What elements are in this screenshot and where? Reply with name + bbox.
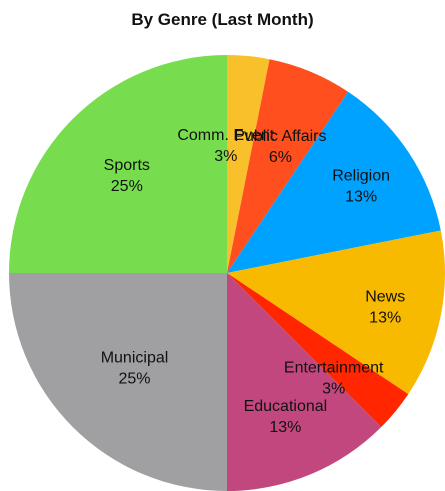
slice-percent-sports: 25% [111, 178, 143, 195]
slice-label-comm-event: Comm. Event [177, 127, 274, 144]
slice-percent-entertainment: 3% [322, 380, 345, 397]
pie-slice-public-affairs [227, 59, 349, 273]
chart-title: By Genre (Last Month) [131, 10, 314, 29]
pie-slice-municipal [9, 273, 227, 491]
slice-percent-educational: 13% [269, 419, 301, 436]
slice-percent-municipal: 25% [118, 371, 150, 388]
slice-label-religion: Religion [332, 167, 390, 184]
slice-label-sports: Sports [104, 157, 150, 174]
pie-slice-news [227, 230, 445, 395]
slice-percent-public-affairs: 6% [269, 149, 292, 166]
slice-label-educational: Educational [244, 398, 328, 415]
pie-slice-religion [227, 91, 441, 274]
slice-percent-comm-event: 3% [214, 148, 237, 165]
slice-label-entertainment: Entertainment [284, 359, 384, 376]
slice-label-news: News [365, 289, 405, 306]
slice-percent-religion: 13% [345, 188, 377, 205]
slice-percent-news: 13% [369, 310, 401, 327]
pie-slice-comm-event [227, 55, 270, 273]
pie-slice-educational [227, 273, 382, 491]
pie-slice-entertainment [227, 273, 409, 428]
slice-label-public-affairs: Public Affairs [234, 128, 326, 145]
slice-label-municipal: Municipal [101, 350, 169, 367]
pie-slice-sports [9, 55, 227, 273]
